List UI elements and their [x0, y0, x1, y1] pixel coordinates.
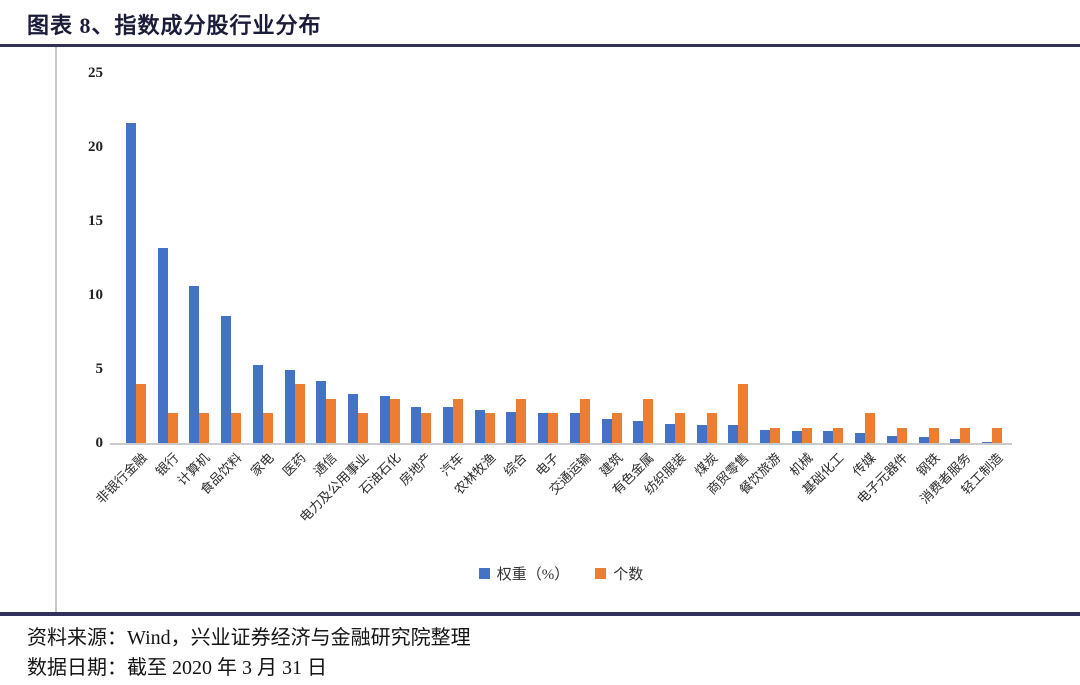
bar-count [770, 428, 780, 443]
bar-weight [506, 411, 517, 443]
bar-weight [189, 286, 200, 443]
bar-weight [474, 410, 485, 443]
bar-weight [696, 425, 707, 443]
bar-weight [411, 407, 422, 443]
bar-weight [728, 425, 739, 443]
bar-weight [284, 370, 295, 443]
bar-count [262, 413, 273, 443]
bar-count [357, 413, 368, 443]
bar-weight [379, 395, 390, 443]
y-axis-tick-label: 15 [88, 213, 103, 229]
figure-left-border [55, 47, 57, 612]
figure-bottom-rule [0, 612, 1080, 616]
bar-count [833, 428, 844, 443]
bar-weight [601, 419, 612, 443]
bar-weight [221, 315, 232, 443]
bar-weight [791, 431, 802, 443]
bar-weight [126, 123, 136, 443]
bar-count [865, 413, 876, 443]
bar-count [674, 413, 685, 443]
bar-count [294, 383, 305, 443]
y-axis-tick-label: 0 [95, 435, 104, 451]
bar-weight [347, 394, 358, 443]
data-date-note: 数据日期：截至 2020 年 3 月 31 日 [27, 657, 327, 679]
bar-count [611, 413, 622, 443]
figure-title: 图表 8、指数成分股行业分布 [27, 13, 322, 38]
bar-count [453, 398, 463, 443]
bar-weight [823, 431, 834, 443]
bar-count [991, 428, 1002, 443]
legend-swatch-count-icon [595, 568, 607, 579]
bar-count [199, 413, 210, 443]
bar-count [896, 428, 907, 443]
legend-swatch-weight-icon [478, 568, 490, 579]
legend-label-count: 个数 [613, 567, 644, 583]
y-axis-tick-label: 20 [88, 139, 103, 155]
bar-count [136, 383, 146, 443]
chart-legend: 权重（%） 个数 [110, 563, 1012, 584]
bar-weight [886, 435, 897, 443]
bar-count [706, 413, 717, 443]
bar-weight [855, 432, 866, 443]
bar-count [738, 383, 749, 443]
legend-item-weight: 权重（%） [478, 563, 570, 584]
bar-weight [569, 413, 580, 443]
bar-weight [981, 441, 992, 443]
bar-count [167, 413, 178, 443]
bar-weight [157, 247, 168, 443]
bar-count [421, 413, 432, 443]
bar-weight [538, 413, 549, 443]
bar-weight [252, 364, 263, 443]
bar-count [516, 398, 527, 443]
bar-weight [633, 420, 644, 443]
bar-count [231, 413, 242, 443]
legend-item-count: 个数 [595, 563, 643, 584]
y-axis-tick-label: 25 [88, 65, 103, 81]
legend-label-weight: 权重（%） [496, 567, 570, 583]
bar-count [389, 398, 400, 443]
bar-count [484, 413, 495, 443]
bar-weight [918, 437, 929, 443]
bar-count [548, 413, 559, 443]
y-axis-tick-label: 5 [95, 361, 104, 377]
bar-count [579, 398, 590, 443]
bar-count [960, 428, 971, 443]
bar-weight [443, 407, 453, 443]
bar-count [643, 398, 654, 443]
source-note: 资料来源：Wind，兴业证券经济与金融研究院整理 [27, 627, 471, 649]
bar-count [801, 428, 812, 443]
bar-weight [950, 438, 961, 443]
bar-weight [316, 380, 327, 443]
bar-count [928, 428, 939, 443]
x-axis-line [110, 443, 1012, 445]
bar-count [326, 398, 337, 443]
title-divider-rule [0, 44, 1080, 47]
y-axis-tick-label: 10 [88, 287, 103, 303]
bar-weight [760, 429, 770, 443]
bar-weight [664, 423, 675, 443]
